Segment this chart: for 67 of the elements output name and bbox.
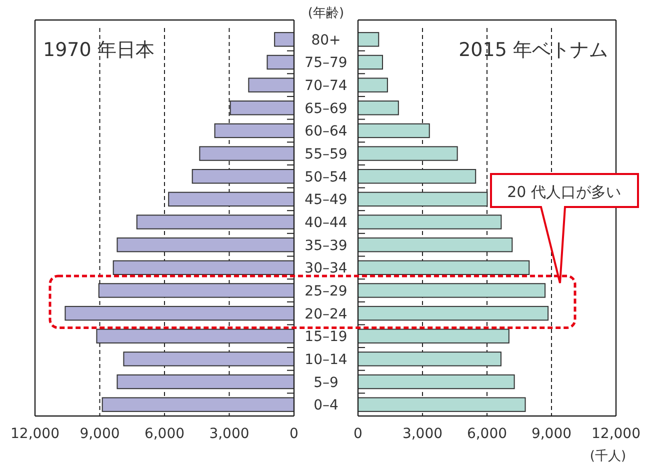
y-tick-label: 25–29 (304, 283, 348, 300)
text: 2015 年ベトナム (458, 39, 608, 61)
x-tick-label: 6,000 (144, 426, 185, 442)
bar (358, 169, 476, 184)
bar (230, 100, 294, 116)
y-tick-label: 30–34 (304, 260, 348, 277)
bar (358, 54, 384, 70)
y-tick-label: 50–54 (304, 169, 348, 186)
bar (266, 54, 294, 70)
bar (116, 237, 294, 252)
bar (358, 237, 513, 252)
x-tick-label: 9,000 (531, 426, 572, 442)
callout: 20 代人口が多い (490, 173, 639, 284)
bar (102, 397, 294, 412)
bar (358, 374, 515, 390)
y-tick-label: 65–69 (304, 100, 348, 117)
x-tick-label: 0 (354, 426, 362, 442)
bar (358, 306, 549, 321)
x-tick-label: 6,000 (466, 426, 508, 442)
x-tick-label: 9,000 (80, 426, 120, 442)
y-tick-label: 75–79 (304, 55, 348, 72)
y-tick-label: 15–19 (304, 329, 348, 346)
bar (248, 78, 294, 92)
bar (116, 374, 294, 390)
bar (358, 260, 530, 275)
bar (136, 214, 294, 230)
bar (358, 100, 399, 116)
x-tick-label: 12,000 (592, 426, 640, 442)
bar (358, 123, 430, 138)
bar (358, 192, 488, 207)
y-tick-label: 55–59 (304, 146, 348, 163)
y-tick-label: 40–44 (304, 215, 348, 231)
y-tick-label: 35–39 (304, 238, 348, 254)
annotation: 20 代人口が多い (507, 183, 621, 201)
y-tick-label: 45–49 (304, 192, 348, 208)
bar (96, 328, 294, 344)
x-tick-label: 3,000 (402, 426, 443, 442)
x-tick-label: 3,000 (209, 426, 250, 442)
bar (199, 146, 294, 161)
bar (98, 283, 294, 298)
bar (64, 306, 294, 321)
y-tick-label: 60–64 (304, 124, 348, 140)
y-tick-label: 0–4 (314, 398, 338, 414)
bar (358, 32, 380, 47)
bar (358, 397, 526, 412)
y-axis-title: (年齢) (308, 6, 344, 21)
x-tick-label: 0 (290, 426, 298, 442)
bar (274, 32, 294, 47)
bar (358, 328, 510, 344)
bar (214, 123, 294, 138)
bar (358, 146, 458, 161)
y-tick-label: 5–9 (314, 374, 338, 391)
bar (123, 352, 294, 366)
bar (358, 214, 502, 230)
x-tick-label: 12,000 (10, 426, 60, 442)
text: 1970 年日本 (43, 39, 154, 61)
bar (112, 260, 294, 275)
y-tick-label: 80+ (311, 32, 341, 48)
bar (192, 169, 294, 184)
bar (358, 78, 388, 92)
bar (358, 352, 502, 366)
x-axis-title: (千人) (590, 449, 626, 464)
y-tick-label: 10–14 (304, 352, 348, 368)
bar (168, 192, 294, 207)
y-tick-label: 20–24 (304, 306, 348, 322)
bar (358, 283, 546, 298)
y-tick-label: 70–74 (304, 78, 348, 94)
